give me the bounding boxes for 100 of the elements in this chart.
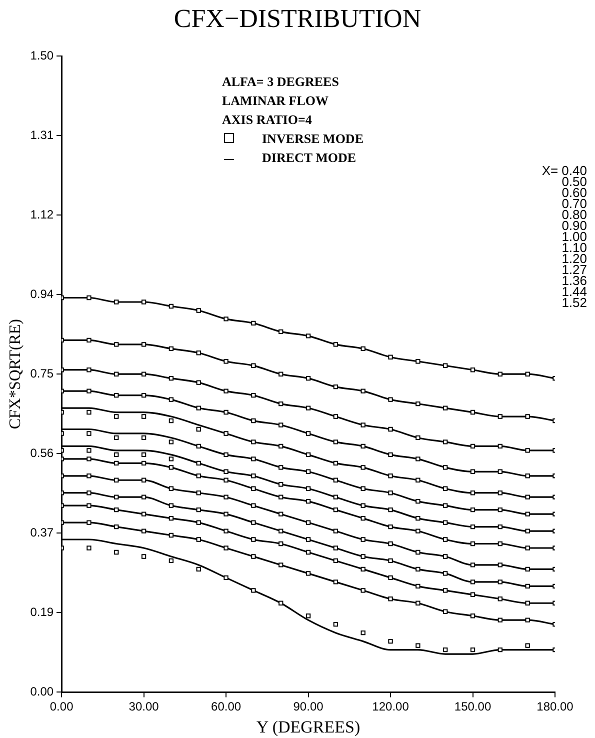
y-tick-label: 0.94 [30, 286, 54, 301]
point [470, 562, 476, 568]
point [224, 528, 228, 534]
point [168, 516, 174, 521]
point [251, 440, 256, 444]
point [224, 410, 228, 415]
point [168, 465, 174, 470]
point [278, 600, 284, 606]
point [360, 588, 366, 593]
point [443, 554, 448, 559]
point [470, 524, 476, 530]
point [388, 524, 393, 530]
point [360, 566, 366, 572]
point [498, 507, 503, 512]
x-tick-label: 30.00 [128, 700, 160, 714]
x-tick-label: 0.00 [50, 700, 74, 714]
point [196, 490, 201, 496]
point [525, 546, 530, 550]
point [333, 478, 338, 482]
point [416, 643, 420, 648]
point [141, 494, 146, 500]
point [360, 486, 366, 491]
point [416, 401, 420, 406]
point [360, 630, 366, 636]
point [141, 452, 146, 458]
point [416, 600, 420, 606]
point [306, 614, 311, 618]
point [278, 482, 284, 487]
point [86, 520, 92, 525]
point [388, 575, 393, 580]
y-tick-label: 0.75 [30, 366, 54, 380]
legend-label: INVERSE MODE [262, 130, 364, 148]
point [278, 528, 284, 534]
point [416, 478, 420, 482]
point [333, 558, 338, 564]
point [388, 490, 393, 496]
point [333, 384, 338, 390]
point [388, 426, 393, 432]
y-tick-label: 1.50 [30, 48, 54, 62]
point [525, 372, 530, 376]
point [86, 431, 92, 436]
legend-label: DIRECT MODE [262, 149, 356, 167]
point [443, 609, 448, 614]
point [306, 537, 311, 542]
point [360, 422, 366, 428]
point [306, 486, 311, 491]
point [141, 300, 146, 304]
point [498, 372, 503, 376]
point [278, 562, 284, 568]
point [141, 435, 146, 440]
point [196, 460, 201, 466]
point [306, 571, 311, 576]
point [224, 575, 228, 580]
point [168, 397, 174, 402]
point [360, 516, 366, 521]
point [168, 456, 174, 462]
x-tick-label: 90.00 [293, 700, 324, 714]
point [470, 592, 476, 597]
point [86, 338, 92, 343]
point [196, 444, 201, 449]
point [525, 566, 530, 572]
point [333, 342, 338, 347]
point [114, 507, 119, 512]
point [141, 414, 146, 419]
point [114, 460, 119, 466]
annotation: LAMINAR FLOW [222, 92, 330, 110]
y-tick-label: 1.12 [30, 207, 54, 222]
point [114, 414, 119, 419]
point [251, 588, 256, 593]
point [525, 512, 530, 516]
point [114, 435, 119, 440]
point [388, 354, 393, 360]
point [114, 392, 119, 398]
point [333, 494, 338, 500]
point [416, 435, 420, 440]
point [525, 448, 530, 453]
point [86, 388, 92, 394]
point [416, 516, 420, 521]
point [388, 452, 393, 458]
point [333, 507, 338, 512]
point [470, 614, 476, 618]
point [388, 397, 393, 402]
point [224, 316, 228, 322]
x-tick-label: 150.00 [454, 700, 492, 714]
point [388, 507, 393, 512]
point [86, 546, 92, 550]
x-tick-label: 180.00 [536, 700, 574, 714]
point [443, 588, 448, 593]
point [114, 478, 119, 482]
point [278, 329, 284, 334]
point [114, 342, 119, 347]
point [333, 622, 338, 627]
point [196, 308, 201, 313]
point [224, 359, 228, 364]
point [114, 300, 119, 304]
point [498, 580, 503, 584]
y-tick-label: 1.31 [30, 128, 54, 142]
point [224, 494, 228, 500]
point [470, 469, 476, 474]
point [498, 562, 503, 568]
